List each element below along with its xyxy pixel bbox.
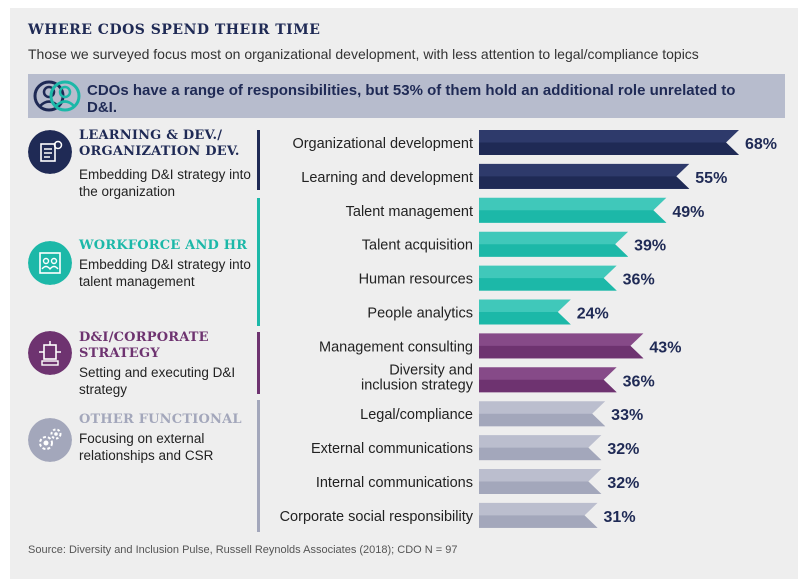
group-title-workforce: WORKFORCE AND HR — [79, 238, 248, 253]
learning-icon — [28, 130, 72, 174]
bar-shade-6 — [479, 345, 644, 359]
bar-shade-11 — [479, 515, 598, 528]
bar-shade-2 — [479, 210, 667, 223]
category-label-5: People analytics — [367, 306, 473, 322]
value-label-10: 32% — [607, 475, 639, 492]
category-label-1: Learning and development — [301, 170, 473, 186]
group-title-strategy: D&I/CORPORATE STRATEGY — [79, 330, 209, 361]
category-label-9: External communications — [311, 441, 473, 457]
bar-shade-10 — [479, 481, 602, 494]
group-desc-learning: Embedding D&I strategy into the organiza… — [79, 167, 251, 199]
value-label-11: 31% — [604, 509, 636, 526]
bar-shade-1 — [479, 176, 690, 189]
value-label-4: 36% — [623, 272, 655, 289]
group-desc-workforce: Embedding D&I strategy into talent manag… — [79, 257, 251, 289]
banner — [28, 74, 785, 118]
value-label-3: 39% — [634, 238, 666, 255]
category-label-6: Management consulting — [319, 339, 473, 355]
chart-title: WHERE CDOS SPEND THEIR TIME — [28, 22, 321, 38]
group-line-workforce — [257, 198, 260, 326]
chart-subtitle: Those we surveyed focus most on organiza… — [28, 46, 699, 62]
category-label-3: Talent acquisition — [362, 238, 473, 254]
bar-shade-9 — [479, 447, 602, 461]
group-line-other — [257, 400, 260, 532]
category-label-10: Internal communications — [316, 475, 473, 491]
value-label-0: 68% — [745, 136, 777, 153]
group-desc-strategy: Setting and executing D&I strategy — [79, 365, 236, 397]
value-label-1: 55% — [695, 170, 727, 187]
value-label-7: 36% — [623, 373, 655, 390]
gears-icon — [28, 418, 72, 462]
bar-shade-3 — [479, 244, 629, 257]
category-label-0: Organizational development — [292, 136, 473, 152]
bar-shade-7 — [479, 379, 617, 393]
workforce-icon — [28, 241, 72, 285]
value-label-8: 33% — [611, 407, 643, 424]
source-note: Source: Diversity and Inclusion Pulse, R… — [28, 544, 458, 556]
group-desc-other: Focusing on external relationships and C… — [79, 431, 214, 463]
value-label-2: 49% — [672, 204, 704, 221]
value-label-9: 32% — [607, 441, 639, 458]
group-title-other: OTHER FUNCTIONAL — [79, 412, 242, 427]
people-icon — [33, 80, 81, 112]
bar-shade-8 — [479, 413, 606, 427]
category-label-4: Human resources — [359, 272, 473, 288]
bar-shade-0 — [479, 142, 739, 155]
group-title-learning: LEARNING & DEV./ ORGANIZATION DEV. — [79, 128, 240, 159]
value-label-6: 43% — [649, 339, 681, 356]
category-label-7: Diversity and inclusion strategy — [361, 362, 474, 393]
banner-text: CDOs have a range of responsibilities, b… — [87, 82, 736, 116]
category-label-2: Talent management — [346, 204, 473, 220]
group-line-strategy — [257, 332, 260, 394]
group-line-learning — [257, 130, 260, 190]
bar-shade-5 — [479, 312, 571, 325]
strategy-icon — [28, 331, 72, 375]
bar-shade-4 — [479, 278, 617, 291]
value-label-5: 24% — [577, 306, 609, 323]
category-label-11: Corporate social responsibility — [280, 509, 474, 525]
category-label-8: Legal/compliance — [360, 407, 473, 423]
